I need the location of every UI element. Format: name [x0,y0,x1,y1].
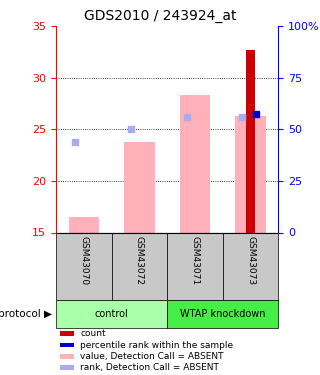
Bar [167,300,278,328]
Bar [68,217,99,232]
Text: rank, Detection Call = ABSENT: rank, Detection Call = ABSENT [80,363,219,372]
Bar [60,354,74,358]
Bar [60,343,74,347]
Bar [56,300,167,328]
Bar [246,50,255,232]
Bar [180,95,210,232]
Text: WTAP knockdown: WTAP knockdown [180,309,266,319]
Bar [60,365,74,370]
Text: count: count [80,329,106,338]
Text: GSM43072: GSM43072 [135,236,144,285]
Text: value, Detection Call = ABSENT: value, Detection Call = ABSENT [80,352,224,361]
Bar [124,142,155,232]
Text: GSM43071: GSM43071 [190,236,199,285]
Bar [112,232,167,300]
Bar [235,116,266,232]
Bar [56,232,112,300]
Text: GSM43073: GSM43073 [246,236,255,285]
Bar [167,232,223,300]
Text: GSM43070: GSM43070 [79,236,88,285]
Text: control: control [95,309,128,319]
Text: protocol ▶: protocol ▶ [0,309,52,319]
Text: percentile rank within the sample: percentile rank within the sample [80,340,234,350]
Bar [223,232,278,300]
Bar [60,332,74,336]
Text: GDS2010 / 243924_at: GDS2010 / 243924_at [84,9,236,23]
